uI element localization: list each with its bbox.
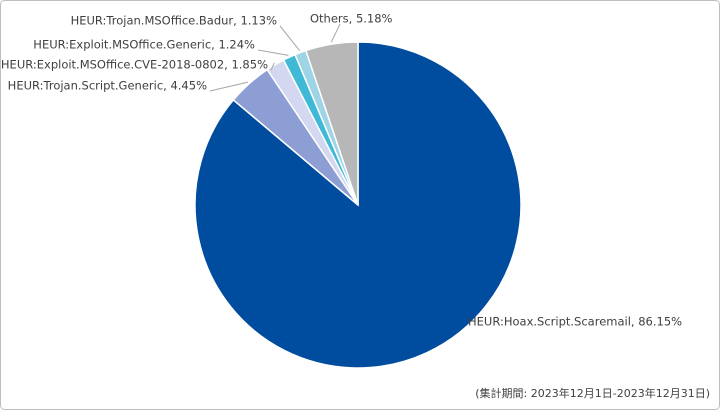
data-label: HEUR:Trojan.MSOffice.Badur, 1.13%: [71, 14, 277, 28]
data-label: HEUR:Trojan.Script.Generic, 4.45%: [8, 79, 207, 93]
leader-line: [270, 62, 275, 71]
leader-line: [330, 23, 341, 43]
data-label: HEUR:Exploit.MSOffice.Generic, 1.24%: [33, 38, 255, 52]
data-label: HEUR:Hoax.Script.Scaremail, 86.15%: [468, 315, 682, 329]
data-label: HEUR:Exploit.MSOffice.CVE-2018-0802, 1.8…: [1, 58, 268, 72]
footnote: (集計期間: 2023年12月1日-2023年12月31日): [475, 386, 710, 400]
leader-line: [257, 49, 289, 56]
data-label: Others, 5.18%: [310, 12, 393, 26]
pie-slice: [304, 41, 359, 206]
leader-line: [209, 81, 249, 92]
leader-line: [279, 25, 301, 51]
